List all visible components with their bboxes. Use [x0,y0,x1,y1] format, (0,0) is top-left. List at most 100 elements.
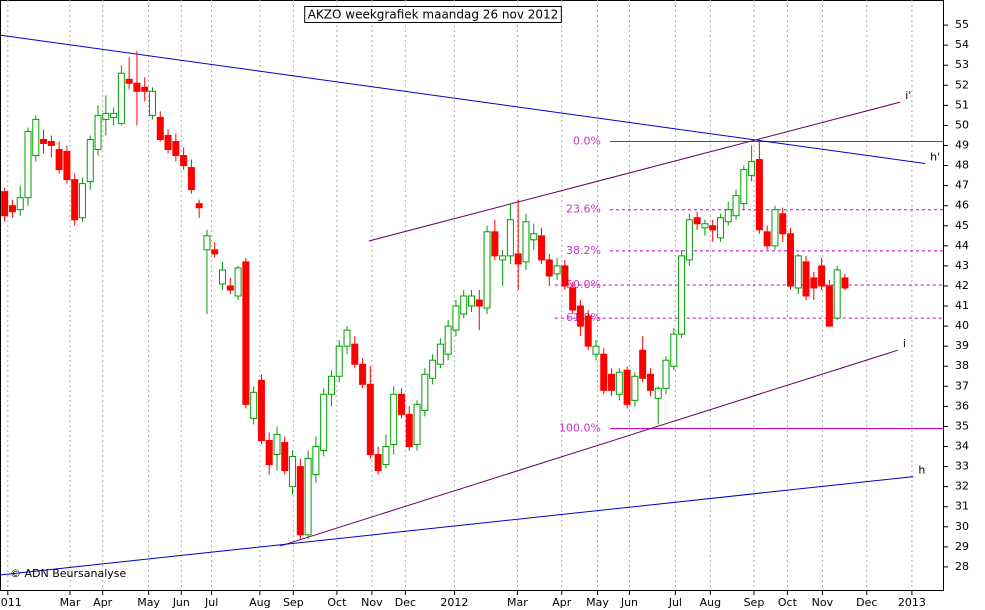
trend-line [279,349,899,547]
candle-body [763,231,771,247]
candle-body [327,375,335,395]
candle-body [716,217,724,239]
trend-line [0,476,914,576]
candle-body [506,219,514,257]
candle-body [460,295,468,315]
x-tick-label: Apr [552,596,572,609]
candle-body [219,269,227,285]
x-tick-label: Apr [93,596,113,609]
candle-body [468,295,475,307]
candle-body [242,261,250,405]
candle-body [452,305,460,331]
candle-body [818,265,826,287]
candle-body [374,454,382,472]
candle-body [475,299,483,307]
candle-body [499,255,507,261]
candle-body [561,265,569,287]
x-tick-label: Jul [204,596,218,609]
candle-body [732,195,740,217]
y-tick-label: 34 [955,440,969,453]
candle-body [281,442,289,472]
candle-body [709,225,717,231]
candle-body [779,213,787,235]
candle-body [195,203,203,209]
y-tick-label: 42 [955,279,969,292]
candle-body [47,140,55,146]
y-tick-label: 44 [955,239,969,252]
y-tick-label: 48 [955,159,969,172]
candle-body [825,285,833,327]
y-tick-label: 37 [955,379,969,392]
candle-body [405,413,413,448]
candle-body [483,231,491,309]
candle-body [787,233,795,287]
candle-body [576,305,584,327]
x-tick-label: Aug [249,596,270,609]
x-tick-label: Jun [620,596,638,609]
candle-body [164,134,172,151]
y-tick-label: 35 [955,419,969,432]
x-tick-label: Mar [60,596,81,609]
trend-line [0,34,926,165]
candle-body [646,373,654,391]
y-tick-label: 50 [955,118,969,131]
candle-body [187,167,195,191]
candle-body [312,446,320,476]
candle-body [421,373,429,411]
candle-body [32,118,40,157]
candle-body [320,393,328,452]
y-tick-label: 41 [955,299,969,312]
candle-body [343,329,351,347]
y-tick-label: 47 [955,179,969,192]
candle-body [491,231,499,257]
candle-body [615,371,623,395]
candle-body [1,191,9,217]
candle-body [304,458,312,536]
candle-body [530,233,538,241]
y-tick-label: 54 [955,38,969,51]
candle-body [141,86,149,92]
candle-body [522,221,530,263]
candle-body [117,72,125,124]
x-tick-label: Sep [283,596,304,609]
candle-body [211,249,219,255]
candle-body [802,261,810,297]
candle-body [608,373,616,391]
candle-body [110,112,118,118]
x-tick-label: Dec [395,596,416,609]
candle-body [86,138,94,183]
credit: © ADN Beursanalyse [10,567,127,580]
candle-body [296,466,304,536]
candle-body [94,114,102,151]
y-tick-label: 40 [955,319,969,332]
candle-body [600,353,608,391]
candle-body [693,217,701,225]
candle-body [662,359,670,389]
candle-body [226,285,234,291]
candle-body [748,161,756,177]
y-tick-label: 31 [955,500,969,513]
y-tick-label: 53 [955,58,969,71]
candle-body [8,205,16,213]
trend-label: h [918,464,925,477]
candle-body [685,219,693,261]
candle-body [538,235,546,261]
candle-body [429,359,437,379]
candle-body [78,183,86,219]
candle-body [148,90,156,116]
x-tick-label: Nov [812,596,834,609]
candle-body [553,265,561,275]
x-tick-label: Aug [700,596,721,609]
candle-body [382,446,390,466]
candle-body [172,140,180,157]
y-tick-label: 51 [955,98,969,111]
y-tick-label: 32 [955,480,969,493]
candle-body [631,375,639,401]
chart-title: AKZO weekgrafiek maandag 26 nov 2012 [308,8,559,22]
candle-body [156,116,164,140]
candle-body [125,78,133,84]
x-tick-label: May [137,596,160,609]
trend-label: h' [930,151,940,164]
candle-body [289,456,297,488]
